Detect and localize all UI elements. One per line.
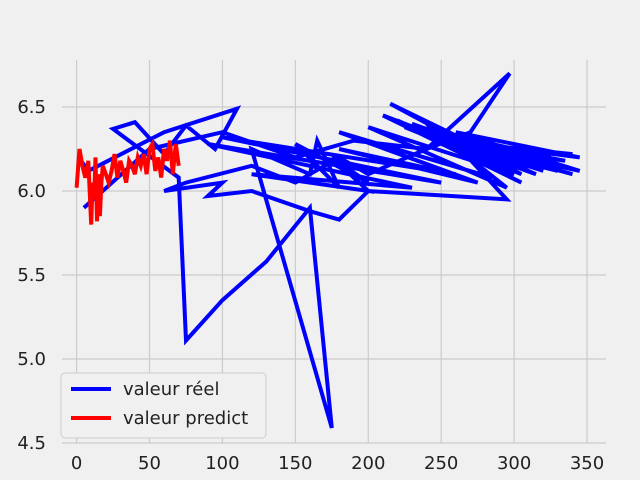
x-tick-label: 250 bbox=[424, 453, 458, 474]
tick-labels: 0 50 100 150 200 250 300 350 4.5 5.0 5.5 6.0 6.5 bbox=[17, 97, 604, 474]
x-tick-label: 0 bbox=[71, 453, 82, 474]
y-tick-label: 5.5 bbox=[17, 265, 46, 286]
legend-label-valeur-predict: valeur predict bbox=[123, 408, 248, 429]
series-line-valeur-reel bbox=[79, 71, 581, 429]
legend-label-valeur-reel: valeur réel bbox=[123, 379, 219, 400]
x-tick-label: 100 bbox=[205, 453, 239, 474]
legend-box bbox=[60, 372, 267, 439]
y-tick-label: 6.0 bbox=[17, 181, 46, 202]
y-tick-label: 6.5 bbox=[17, 97, 46, 118]
series-line-valeur-predict bbox=[74, 137, 181, 225]
grid-lines bbox=[62, 60, 606, 444]
y-tick-label: 4.5 bbox=[17, 433, 46, 454]
y-tick-label: 5.0 bbox=[17, 349, 46, 370]
x-tick-label: 50 bbox=[138, 453, 161, 474]
x-tick-label: 150 bbox=[278, 453, 312, 474]
x-tick-label: 300 bbox=[497, 453, 531, 474]
x-tick-label: 200 bbox=[351, 453, 385, 474]
x-tick-label: 350 bbox=[570, 453, 604, 474]
legend: valeur réel valeur predict bbox=[60, 372, 267, 439]
series-layer bbox=[74, 71, 581, 429]
